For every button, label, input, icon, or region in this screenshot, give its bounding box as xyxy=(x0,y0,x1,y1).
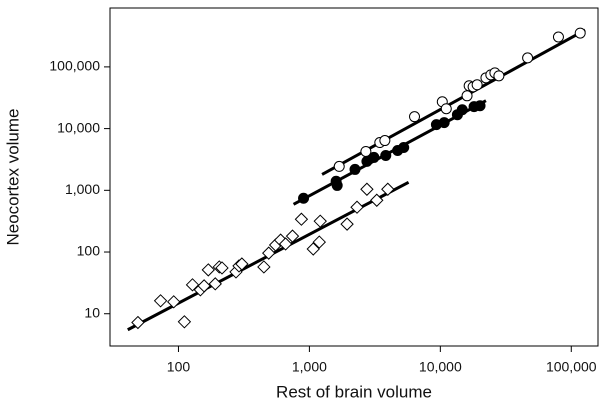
circle-point xyxy=(552,31,564,43)
circle-point xyxy=(440,103,452,115)
x-tick-label: 100,000 xyxy=(546,359,597,375)
y-tick-label: 10 xyxy=(84,304,100,320)
diamond-point xyxy=(197,279,211,293)
diamond-point xyxy=(262,246,276,260)
diamond-point xyxy=(370,193,384,207)
diamond-point xyxy=(285,229,300,243)
diamond-point xyxy=(306,242,320,256)
x-tick-label: 10,000 xyxy=(419,359,462,375)
circle-point xyxy=(522,52,534,64)
diamond-point xyxy=(278,237,293,251)
x-tick-label: 100 xyxy=(167,359,191,375)
diamond-point xyxy=(257,260,271,274)
circle-point xyxy=(368,151,380,163)
circle-point xyxy=(298,192,310,204)
circle-point xyxy=(379,135,391,147)
circle-point xyxy=(471,79,483,91)
diamond-point xyxy=(131,315,145,330)
y-axis-title: Neocortex volume xyxy=(3,108,22,245)
circle-point xyxy=(456,104,468,116)
x-tick-label: 1,000 xyxy=(292,359,327,375)
circle-point xyxy=(461,90,473,102)
circle-point xyxy=(380,149,392,161)
y-tick-label: 10,000 xyxy=(57,119,100,135)
diamond-point xyxy=(235,257,249,271)
y-tick-label: 1,000 xyxy=(65,181,100,197)
circle-point xyxy=(398,141,410,153)
diamond-point xyxy=(185,278,200,292)
plot-frame xyxy=(109,7,599,347)
x-axis-title: Rest of brain volume xyxy=(276,382,432,401)
diamond-point xyxy=(208,277,222,291)
circle-point xyxy=(331,179,343,191)
circle-point xyxy=(493,70,505,82)
diamond-point xyxy=(381,182,395,196)
diamond-point xyxy=(215,261,229,275)
diamond-point xyxy=(177,315,192,329)
circle-point xyxy=(474,100,486,112)
diamond-point xyxy=(312,235,326,249)
diamond-point xyxy=(313,214,327,228)
circle-point xyxy=(349,163,361,175)
diamond-point xyxy=(294,212,309,226)
circle-point xyxy=(409,111,421,123)
circle-point xyxy=(574,27,586,39)
circle-point xyxy=(438,117,450,129)
y-tick-label: 100,000 xyxy=(49,58,100,74)
diamond-point xyxy=(350,200,364,214)
diamond-point xyxy=(153,294,168,308)
y-tick-label: 100 xyxy=(77,243,101,259)
diamond-point xyxy=(167,295,181,309)
diamond-point xyxy=(360,182,374,196)
circle-point xyxy=(333,160,345,172)
diamond-point xyxy=(340,217,354,231)
diamond-point xyxy=(201,263,216,277)
